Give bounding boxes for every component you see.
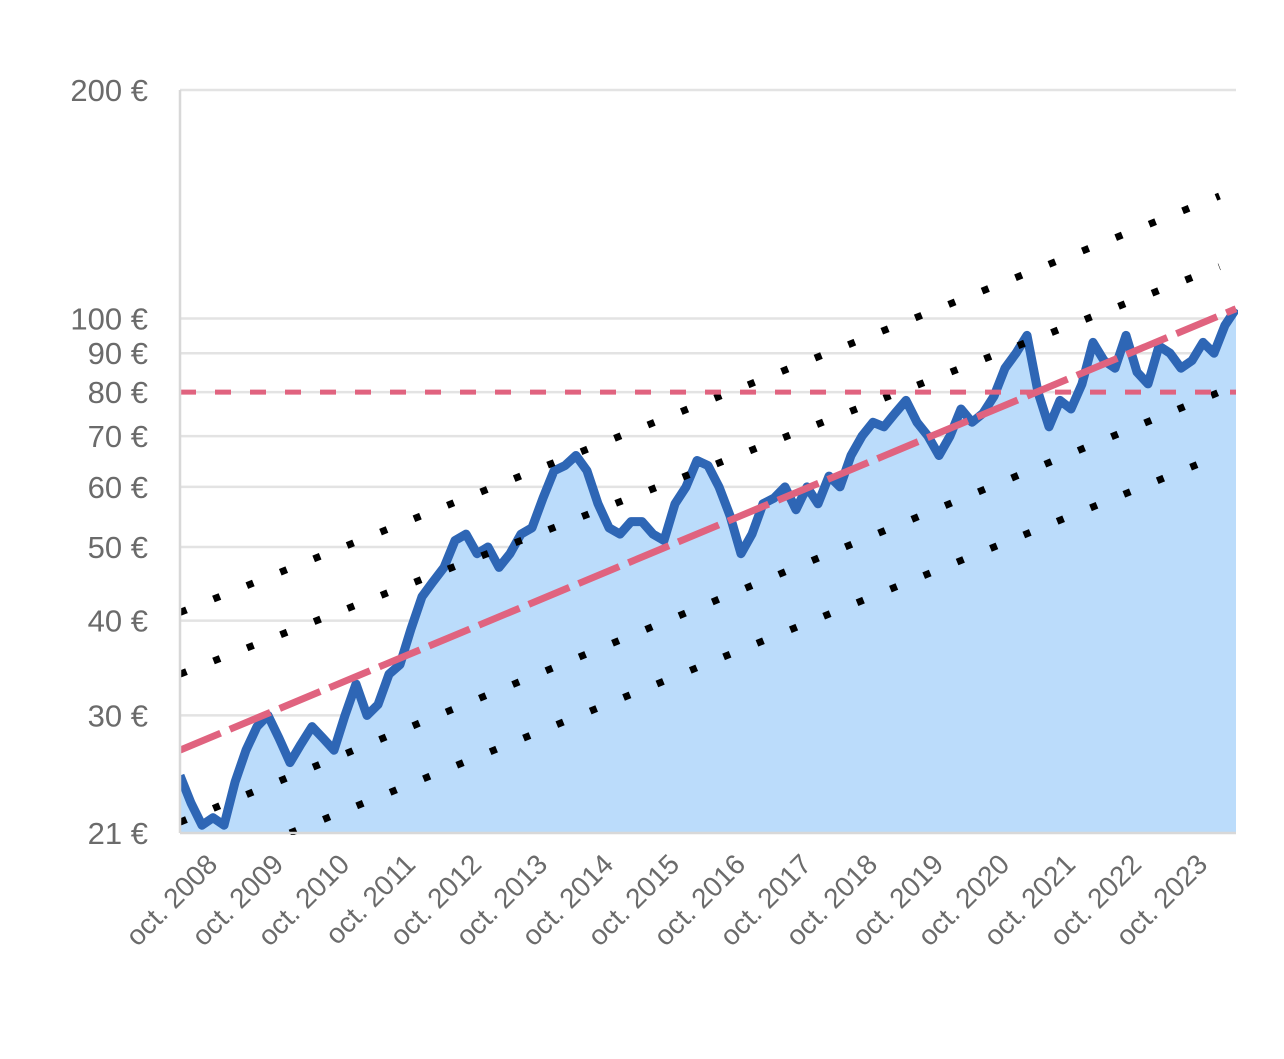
price-area-layer	[180, 306, 1238, 833]
y-tick-label: 200 €	[70, 73, 148, 108]
y-axis-ticks: 21 € 30 € 40 € 50 € 60 € 70 € 80 € 90 €100 € 200…	[70, 73, 148, 851]
channel-line-3	[180, 388, 1221, 826]
trend-line	[180, 305, 1238, 754]
y-tick-label: 40 €	[88, 604, 148, 639]
y-tick-label: 60 €	[88, 470, 148, 505]
y-tick-label: 50 €	[88, 530, 148, 565]
y-tick-label: 100 €	[70, 302, 148, 337]
axes	[178, 90, 1236, 835]
reference-lines-layer	[180, 192, 1238, 835]
price-area	[180, 308, 1236, 833]
channel-line-2	[180, 263, 1221, 678]
y-tick-label: 21 €	[88, 816, 148, 851]
y-tick-label: 70 €	[88, 419, 148, 454]
y-tick-label: 90 €	[88, 336, 148, 371]
price-line	[180, 306, 1238, 830]
y-tick-label: 80 €	[88, 375, 148, 410]
channel-line-1	[180, 192, 1221, 616]
y-tick-label: 30 €	[88, 698, 148, 733]
